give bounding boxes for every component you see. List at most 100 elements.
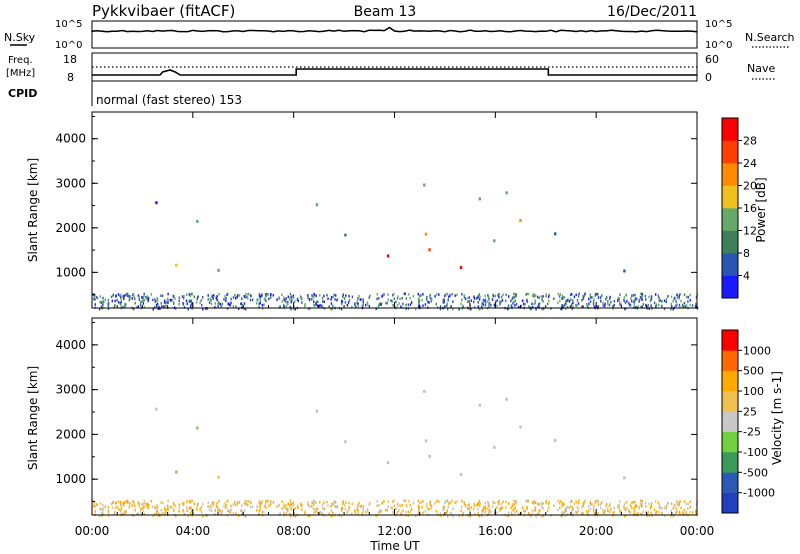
velocity-clutter-cell bbox=[156, 509, 159, 513]
velocity-clutter-cell bbox=[147, 504, 149, 507]
power-clutter-cell bbox=[196, 296, 199, 299]
velocity-clutter-cell bbox=[213, 501, 215, 504]
velocity-clutter-cell bbox=[534, 508, 537, 512]
velocity-clutter-cell bbox=[321, 511, 323, 515]
power-clutter-cell bbox=[567, 298, 569, 302]
velocity-clutter-cell bbox=[232, 503, 235, 506]
velocity-clutter-cell bbox=[362, 505, 364, 508]
power-clutter-cell bbox=[593, 305, 596, 308]
power-clutter-cell bbox=[449, 305, 452, 308]
velocity-clutter-cell bbox=[663, 514, 666, 517]
power-clutter-cell bbox=[489, 301, 491, 305]
power-clutter-cell bbox=[492, 294, 494, 298]
velocity-clutter-cell bbox=[234, 501, 236, 504]
power-clutter-cell bbox=[369, 294, 371, 298]
velocity-clutter-cell bbox=[199, 508, 201, 512]
power-clutter-cell bbox=[234, 297, 237, 300]
velocity-clutter-cell bbox=[584, 499, 586, 502]
power-clutter-cell bbox=[678, 296, 680, 300]
velocity-clutter-cell bbox=[424, 510, 427, 513]
power-clutter-cell bbox=[561, 305, 563, 309]
velocity-clutter-cell bbox=[399, 504, 401, 507]
velocity-clutter-cell bbox=[434, 501, 436, 505]
velocity-clutter-cell bbox=[576, 506, 579, 509]
velocity-clutter-cell bbox=[545, 501, 547, 505]
velocity-clutter-cell bbox=[311, 501, 313, 504]
velocity-clutter-cell bbox=[344, 508, 347, 511]
power-clutter-cell bbox=[566, 306, 569, 309]
velocity-colorbar-tick-label: -25 bbox=[743, 426, 761, 439]
power-clutter-cell bbox=[533, 294, 536, 298]
power-clutter-cell bbox=[146, 295, 149, 298]
power-clutter-cell bbox=[218, 301, 220, 304]
power-clutter-cell bbox=[283, 298, 285, 301]
velocity-clutter-cell bbox=[632, 500, 635, 504]
nave-label: Nave bbox=[747, 62, 775, 75]
power-clutter-cell bbox=[561, 297, 564, 300]
power-clutter-cell bbox=[330, 295, 333, 299]
power-clutter-cell bbox=[379, 302, 381, 305]
power-clutter-cell bbox=[296, 297, 299, 301]
power-clutter-cell bbox=[623, 296, 626, 299]
velocity-clutter-cell bbox=[134, 504, 136, 508]
power-clutter-cell bbox=[156, 299, 159, 302]
power-clutter-cell bbox=[545, 293, 547, 296]
velocity-clutter-cell bbox=[120, 507, 123, 511]
power-clutter-cell bbox=[137, 305, 139, 308]
power-clutter-cell bbox=[526, 292, 528, 296]
velocity-clutter-cell bbox=[446, 509, 448, 512]
velocity-clutter-cell bbox=[601, 501, 603, 504]
power-clutter-cell bbox=[526, 300, 528, 304]
velocity-clutter-cell bbox=[189, 501, 192, 504]
power-clutter-cell bbox=[100, 301, 102, 304]
power-clutter-cell bbox=[190, 299, 193, 302]
power-clutter-cell bbox=[510, 304, 513, 307]
power-clutter-cell bbox=[428, 301, 430, 304]
power-clutter-cell bbox=[498, 292, 500, 296]
power-clutter-cell bbox=[146, 297, 148, 301]
velocity-clutter-cell bbox=[197, 502, 199, 505]
power-clutter-cell bbox=[156, 302, 159, 306]
velocity-clutter-cell bbox=[319, 500, 321, 504]
noise-right-tick-bottom: 10^0 bbox=[705, 40, 732, 51]
velocity-clutter-cell bbox=[259, 508, 261, 512]
x-axis-label: Time UT bbox=[369, 539, 420, 553]
freq-panel-frame bbox=[91, 52, 698, 82]
velocity-clutter-cell bbox=[519, 513, 521, 516]
power-clutter-cell bbox=[140, 300, 142, 304]
velocity-clutter-cell bbox=[683, 500, 686, 503]
power-clutter-cell bbox=[290, 300, 292, 304]
velocity-clutter-cell bbox=[617, 506, 619, 509]
power-clutter-cell bbox=[366, 301, 369, 304]
power-clutter-cell bbox=[638, 298, 640, 302]
velocity-clutter-cell bbox=[220, 511, 223, 515]
velocity-clutter-cell bbox=[695, 509, 697, 513]
velocity-clutter-cell bbox=[641, 499, 643, 503]
velocity-clutter-cell bbox=[238, 501, 241, 504]
velocity-clutter-cell bbox=[397, 502, 399, 505]
power-clutter-cell bbox=[446, 304, 448, 307]
power-clutter-cell bbox=[645, 303, 647, 307]
velocity-clutter-cell bbox=[460, 509, 462, 513]
power-colorbar-tick-label: 28 bbox=[743, 135, 757, 148]
velocity-clutter-cell bbox=[393, 499, 395, 503]
velocity-clutter-cell bbox=[678, 503, 680, 507]
velocity-clutter-cell bbox=[541, 505, 543, 509]
velocity-clutter-cell bbox=[321, 503, 324, 507]
power-clutter-cell bbox=[309, 307, 311, 310]
velocity-clutter-cell bbox=[619, 510, 621, 513]
power-clutter-cell bbox=[513, 292, 515, 296]
velocity-clutter-cell bbox=[133, 502, 135, 505]
velocity-clutter-cell bbox=[426, 505, 428, 508]
velocity-clutter-cell bbox=[101, 514, 103, 517]
velocity-clutter-cell bbox=[449, 501, 451, 504]
velocity-clutter-cell bbox=[635, 513, 637, 516]
velocity-y-label: Slant Range [km] bbox=[26, 366, 40, 470]
power-clutter-cell bbox=[178, 302, 180, 306]
power-clutter-cell bbox=[624, 301, 627, 305]
velocity-clutter-cell bbox=[446, 511, 448, 514]
power-clutter-cell bbox=[435, 302, 437, 306]
velocity-clutter-cell bbox=[345, 501, 347, 504]
power-clutter-cell bbox=[265, 292, 268, 296]
